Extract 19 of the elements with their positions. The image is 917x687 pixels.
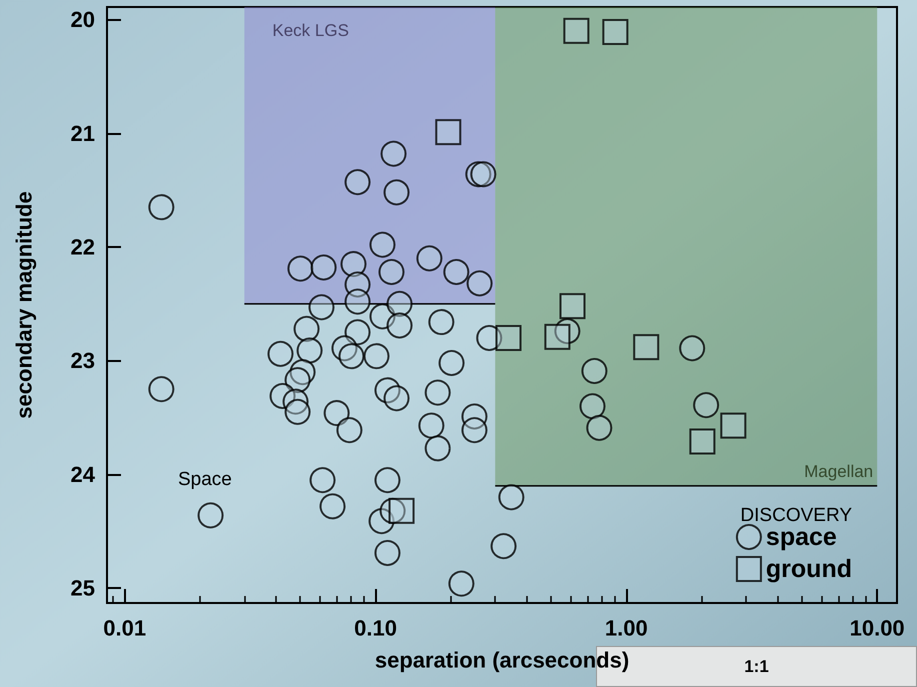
y-tick-label: 25 — [70, 576, 95, 601]
series-label: Magellan — [804, 462, 874, 481]
legend-label: space — [766, 523, 837, 551]
x-tick-label: 1.00 — [604, 616, 648, 640]
y-axis-title: secondary magnitude — [12, 191, 36, 419]
x-tick-label: 0.10 — [354, 616, 397, 640]
x-axis-title: separation (arcseconds) — [374, 648, 630, 672]
legend-label: ground — [766, 555, 852, 583]
y-tick-label: 21 — [70, 120, 95, 146]
y-tick-label: 24 — [70, 462, 96, 487]
y-tick-label: 20 — [70, 7, 95, 32]
legend-title: DISCOVERY — [740, 505, 852, 526]
x-tick-label: 10.00 — [850, 616, 905, 640]
text: 1:1 — [744, 657, 769, 676]
y-tick-label: 23 — [70, 348, 95, 374]
x-tick-label: 0.01 — [103, 616, 146, 640]
series-label: Keck LGS — [272, 21, 349, 40]
annotation: Space — [178, 469, 232, 490]
y-tick-label: 22 — [70, 234, 95, 260]
